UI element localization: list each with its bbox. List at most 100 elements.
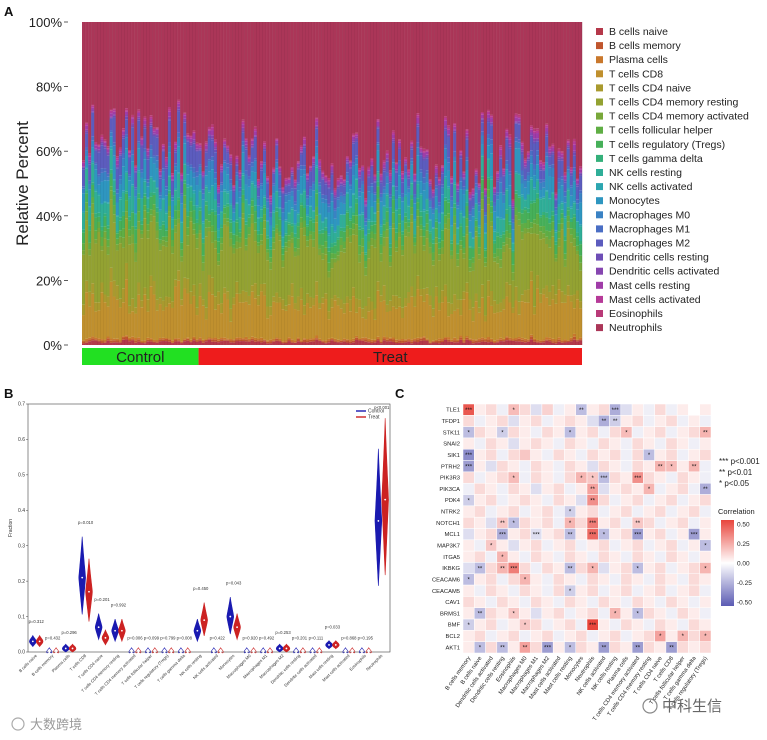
bar-segment bbox=[425, 151, 429, 155]
stacked-bar bbox=[259, 22, 264, 345]
stacked-bar bbox=[149, 22, 153, 345]
bar-segment bbox=[204, 339, 208, 340]
stacked-bar bbox=[339, 22, 343, 345]
bar-segment bbox=[355, 198, 359, 204]
bar-segment bbox=[361, 167, 365, 170]
bar-segment bbox=[259, 162, 264, 165]
stacked-bar bbox=[210, 22, 215, 345]
bar-segment bbox=[345, 162, 350, 164]
heatmap-cell bbox=[699, 618, 712, 631]
bar-segment bbox=[158, 337, 162, 340]
bar-segment bbox=[226, 146, 230, 148]
row-label: IKBKG bbox=[442, 566, 460, 572]
bar-segment bbox=[281, 189, 285, 192]
y-tick-label: 80% bbox=[36, 80, 62, 95]
bar-segment bbox=[158, 209, 162, 212]
bar-segment bbox=[483, 212, 488, 216]
bar-segment bbox=[425, 210, 429, 214]
bar-segment bbox=[382, 336, 386, 339]
bar-segment bbox=[149, 119, 153, 123]
bar-segment bbox=[382, 167, 386, 170]
panel-a-label: A bbox=[4, 4, 14, 19]
bar-segment bbox=[177, 210, 181, 219]
bar-segment bbox=[351, 133, 356, 136]
bar-segment bbox=[456, 266, 460, 300]
bar-segment bbox=[131, 184, 135, 187]
bar-segment bbox=[131, 226, 135, 235]
bar-segment bbox=[259, 183, 264, 186]
bar-segment bbox=[137, 113, 141, 117]
bar-segment bbox=[419, 216, 423, 225]
heatmap-cell bbox=[654, 550, 667, 563]
heatmap-cell bbox=[631, 415, 644, 427]
heatmap-cell bbox=[643, 415, 655, 427]
bar-segment bbox=[220, 227, 224, 238]
legend-swatch bbox=[596, 70, 603, 78]
bar-segment bbox=[290, 342, 294, 345]
bar-segment bbox=[376, 119, 380, 121]
bar-segment bbox=[330, 170, 334, 173]
bar-segment bbox=[462, 174, 466, 178]
bar-segment bbox=[149, 341, 153, 345]
stacked-bar bbox=[232, 22, 236, 345]
violin-median-dot bbox=[245, 651, 248, 653]
bar-segment bbox=[440, 240, 445, 248]
bar-segment bbox=[106, 239, 110, 247]
bar-segment bbox=[468, 192, 472, 194]
bar-segment bbox=[238, 187, 242, 192]
legend-swatch bbox=[596, 183, 603, 191]
bar-segment bbox=[241, 132, 245, 142]
bar-segment bbox=[146, 149, 150, 152]
bar-segment bbox=[419, 229, 423, 237]
bar-segment bbox=[474, 301, 478, 340]
heatmap-cell bbox=[676, 415, 689, 427]
bar-segment bbox=[520, 151, 524, 155]
bar-segment bbox=[431, 265, 435, 309]
heatmap-cell bbox=[643, 505, 655, 518]
bar-segment bbox=[330, 243, 334, 248]
bar-segment bbox=[213, 248, 218, 297]
bar-segment bbox=[450, 240, 454, 244]
bar-segment bbox=[305, 303, 310, 340]
bar-segment bbox=[523, 210, 527, 224]
bar-segment bbox=[167, 205, 172, 212]
bar-segment bbox=[296, 338, 300, 342]
bar-segment bbox=[422, 158, 426, 161]
bar-segment bbox=[256, 187, 261, 197]
bar-segment bbox=[450, 22, 454, 177]
bar-segment bbox=[539, 239, 543, 294]
bar-segment bbox=[281, 341, 285, 343]
bar-segment bbox=[554, 232, 558, 242]
bar-segment bbox=[413, 197, 417, 204]
bar-segment bbox=[275, 168, 279, 191]
bar-segment bbox=[229, 164, 233, 180]
bar-segment bbox=[266, 343, 270, 345]
bar-segment bbox=[235, 181, 239, 203]
x-tick-label: Neutrophils bbox=[365, 653, 384, 672]
stacked-bar bbox=[115, 22, 119, 345]
bar-segment bbox=[548, 176, 552, 199]
bar-segment bbox=[118, 217, 123, 221]
bar-segment bbox=[235, 158, 239, 163]
bar-segment bbox=[569, 228, 573, 235]
bar-segment bbox=[330, 226, 334, 244]
bar-segment bbox=[572, 201, 577, 204]
bar-segment bbox=[118, 342, 123, 345]
heatmap-cell bbox=[485, 426, 498, 439]
bar-segment bbox=[373, 224, 377, 234]
bar-segment bbox=[480, 192, 484, 200]
bar-segment bbox=[164, 213, 169, 229]
violin-median-dot bbox=[153, 651, 156, 653]
y-axis-title: Relative Percent bbox=[13, 121, 32, 246]
bar-segment bbox=[281, 299, 285, 310]
bar-segment bbox=[557, 22, 561, 149]
heatmap-cell bbox=[519, 607, 531, 620]
bar-segment bbox=[391, 159, 396, 163]
stacked-bar bbox=[358, 22, 362, 345]
bar-segment bbox=[109, 340, 113, 343]
heatmap-cell bbox=[598, 618, 610, 631]
bar-segment bbox=[247, 158, 251, 162]
bar-segment bbox=[542, 238, 546, 289]
bar-segment bbox=[201, 342, 205, 345]
bar-segment bbox=[143, 181, 147, 194]
